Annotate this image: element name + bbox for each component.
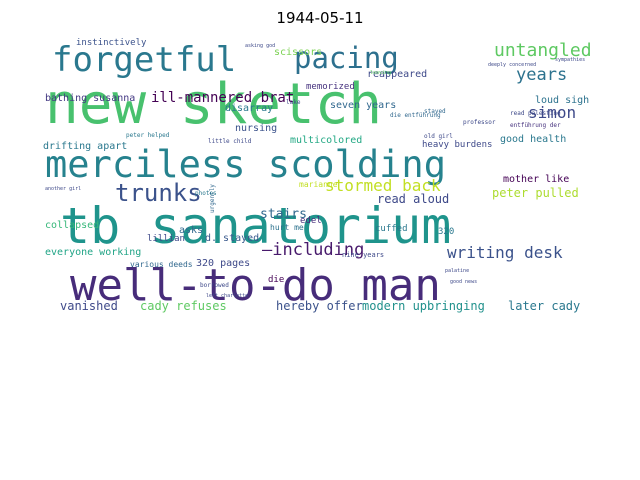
word-13: ill-mannered brat (151, 90, 294, 106)
word-6: trunks (115, 179, 202, 207)
word-65: sympathies (555, 57, 585, 63)
word-42: cuffed (375, 224, 408, 234)
word-7: untangled (494, 40, 592, 61)
word-8: years (516, 65, 567, 85)
word-4: forgetful (52, 40, 236, 80)
word-35: loud sigh (535, 95, 589, 106)
word-20: cady refuses (140, 299, 227, 313)
word-11: —including (262, 240, 364, 260)
word-39: asks (179, 225, 203, 236)
word-58: stayed (424, 108, 446, 115)
word-9: simon (528, 103, 576, 122)
word-24: bathing susanna (45, 93, 135, 104)
word-41: 320 pages (196, 258, 250, 269)
word-64: deeply concerned (488, 62, 536, 68)
word-67: left charlotte (206, 293, 248, 299)
word-32: heavy burdens (422, 140, 492, 150)
word-57: old girl (424, 133, 453, 140)
word-15: read aloud (377, 192, 449, 206)
word-62: leaving (370, 70, 391, 76)
word-33: good health (500, 134, 566, 145)
word-66: borrowed (200, 282, 229, 289)
word-48: hurt me (270, 223, 304, 232)
word-3: merciless scolding (45, 143, 446, 186)
word-16: peter pulled (492, 186, 579, 200)
word-63: asking god (245, 43, 275, 49)
word-59: lake (286, 99, 301, 106)
word-21: vanished (60, 299, 118, 313)
word-29: nursing (235, 123, 277, 134)
word-60: another girl (45, 186, 81, 192)
word-40: d. stayed (205, 233, 259, 244)
word-34: mother like (503, 174, 569, 185)
word-27: everyone working (45, 247, 141, 258)
word-12: writing desk (447, 243, 563, 262)
word-25: drifting apart (43, 141, 127, 152)
word-38: edel (300, 216, 322, 226)
word-49: nine years (342, 251, 384, 259)
word-36: reappeared (367, 69, 427, 80)
word-45: lillian (147, 234, 185, 244)
word-2: well-to-do man (70, 260, 441, 311)
word-69: good news (450, 279, 477, 285)
word-19: hereby offer (276, 299, 363, 313)
word-50: peter helped (126, 132, 170, 139)
word-31: seven years (330, 100, 396, 111)
word-1: tb sanatorium (60, 197, 451, 255)
word-28: multicolored (290, 135, 362, 146)
word-46: various deeds (130, 260, 193, 269)
chart-title: 1944-05-11 (276, 9, 364, 27)
word-22: scissors (274, 47, 322, 58)
word-51: little child (208, 138, 252, 145)
word-44: die (268, 275, 284, 285)
word-30: disarray (225, 103, 273, 114)
word-26: collapsed (45, 220, 99, 231)
word-17: later cady (508, 299, 580, 313)
word-23: instinctively (76, 38, 147, 48)
word-55: urgently (209, 184, 216, 213)
word-56: professor (463, 119, 496, 126)
word-14: stairs (260, 207, 307, 222)
word-18: modern upbringing (362, 299, 485, 313)
word-61: photos (195, 190, 217, 197)
word-43: 320 (438, 227, 454, 237)
word-54: die entführung (390, 112, 441, 119)
word-53: entführung der (510, 122, 561, 129)
word-37: memorized (306, 82, 355, 92)
word-52: read palestine (510, 110, 561, 117)
word-0: new sketch (45, 72, 382, 137)
word-68: palatine (445, 268, 469, 274)
word-10: stormed back (325, 176, 441, 195)
word-47: marianne (299, 180, 338, 189)
word-5: pacing (294, 41, 399, 75)
